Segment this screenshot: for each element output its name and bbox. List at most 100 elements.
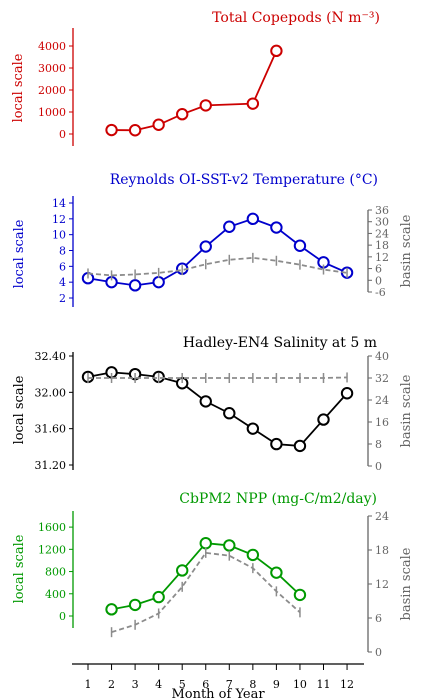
- panel-4-title: CbPM2 NPP (mg-C/m2/day): [179, 491, 377, 507]
- panel-2-local-point: [270, 221, 283, 234]
- panel-3-local-point: [270, 437, 283, 451]
- panel-3-left-tick-label: 31.60: [35, 423, 67, 436]
- panel-3-local-point: [317, 413, 330, 426]
- panel-1-left-tick-label: 3000: [38, 62, 66, 75]
- panel-2-left-tick-label: 2: [59, 292, 66, 305]
- panel-2-basin-line: [87, 256, 348, 277]
- panel-4-left-tick-label: 1200: [38, 543, 66, 556]
- panel-4-left-tick-label: 400: [45, 588, 66, 601]
- panel-2-right-tick-label: 6: [375, 263, 382, 276]
- panel-2-local-point: [223, 220, 236, 233]
- panel-4-right-tick-label: 24: [375, 510, 389, 523]
- panel-3-left-tick-label: 32.40: [35, 350, 67, 363]
- x-tick-label: 6: [202, 678, 209, 691]
- panel-4-right-tick-label: 18: [375, 544, 389, 557]
- panel-4-local-point: [128, 598, 142, 612]
- panel-3-local-line: [87, 371, 348, 447]
- panel-3-right-tick-label: 0: [375, 460, 382, 473]
- panel-1-local-point: [199, 99, 212, 112]
- panel-3-title: Hadley-EN4 Salinity at 5 m: [183, 335, 377, 351]
- panel-2-local-point: [152, 275, 165, 289]
- panel-4-local-point: [293, 588, 307, 602]
- x-tick-label: 9: [273, 678, 280, 691]
- panel-3-local-point: [199, 395, 212, 408]
- panel-4-left-axis-label: local scale: [12, 534, 27, 603]
- panel-3-local-point: [246, 422, 260, 435]
- panel-1-left-axis-label: local scale: [11, 53, 26, 122]
- panel-3-local-point: [223, 407, 236, 420]
- panel-1-local-point: [270, 44, 283, 58]
- panel-1-left-tick-label: 4000: [38, 40, 66, 53]
- panel-3-left-tick-label: 32.00: [35, 386, 67, 399]
- panel-2-left-axis-label: local scale: [12, 219, 27, 288]
- panel-1-local-point: [152, 118, 165, 131]
- panel-2-right-tick-label: -6: [375, 286, 386, 299]
- x-tick-label: 4: [155, 678, 162, 691]
- x-tick-label: 12: [340, 678, 354, 691]
- panel-4-left-tick-label: 800: [45, 566, 66, 579]
- panel-2-local-point: [293, 239, 307, 252]
- panel-4-basin-line: [111, 551, 301, 634]
- panel-4-local-point: [105, 603, 118, 616]
- panel-1-local-point: [105, 123, 118, 137]
- panel-3-right-axis-label: basin scale: [399, 374, 414, 447]
- panel-2-local-point: [199, 240, 212, 253]
- panel-3-basin-line: [88, 376, 348, 379]
- panel-1-title: Total Copepods (N m⁻³): [212, 10, 380, 26]
- panel-2-right-tick-label: 12: [375, 251, 389, 264]
- panel-3-left-axis-label: local scale: [12, 375, 27, 444]
- x-axis-label: Month of Year: [171, 687, 265, 700]
- x-tick-label: 5: [179, 678, 186, 691]
- panel-3-right-tick-label: 16: [375, 416, 389, 429]
- panel-2-left-tick-label: 4: [59, 276, 66, 289]
- panel-2-right-tick-label: 30: [375, 216, 389, 229]
- panel-2-left-tick-label: 12: [52, 213, 66, 226]
- panel-4-local-point: [199, 537, 212, 550]
- panel-3-left-tick-label: 31.20: [35, 459, 67, 472]
- panel-2-left-tick-label: 8: [59, 245, 66, 258]
- panel-3-local-point: [340, 387, 354, 400]
- x-tick-label: 3: [132, 678, 139, 691]
- panel-4-right-tick-label: 0: [375, 646, 382, 659]
- panel-4-local-point: [223, 539, 236, 552]
- panel-3-right-tick-label: 40: [375, 350, 389, 363]
- panel-1-left-tick-label: 0: [59, 128, 66, 141]
- panel-2-local-point: [128, 279, 142, 292]
- panel-2-right-tick-label: 24: [375, 227, 389, 240]
- panel-1-local-line: [111, 50, 278, 132]
- panel-4-local-point: [152, 590, 165, 604]
- x-tick-label: 10: [293, 678, 307, 691]
- panel-4-left-tick-label: 0: [59, 610, 66, 623]
- panel-1-local-point: [176, 108, 189, 121]
- panel-4-local-point: [246, 548, 260, 562]
- panel-4-right-tick-label: 12: [375, 578, 389, 591]
- x-tick-label: 2: [108, 678, 115, 691]
- panel-2-left-tick-label: 6: [59, 260, 66, 273]
- panel-3-right-tick-label: 32: [375, 372, 389, 385]
- panel-3-local-point: [293, 439, 307, 453]
- panel-2-local-point: [246, 212, 260, 226]
- panel-3-right-tick-label: 24: [375, 394, 389, 407]
- x-tick-label: 11: [317, 678, 331, 691]
- panel-2-right-tick-label: 36: [375, 204, 389, 217]
- panel-4-left-tick-label: 1600: [38, 521, 66, 534]
- x-tick-label: 8: [249, 678, 256, 691]
- panel-2-local-line: [87, 217, 348, 287]
- panel-1-left-tick-label: 2000: [38, 84, 66, 97]
- panel-1-local-point: [246, 97, 260, 110]
- panel-2-left-tick-label: 14: [52, 197, 66, 210]
- x-tick-label: 7: [226, 678, 233, 691]
- panel-2-right-tick-label: 18: [375, 239, 389, 252]
- panel-3-right-tick-label: 8: [375, 438, 382, 451]
- panel-2-right-axis-label: basin scale: [399, 214, 414, 287]
- panel-4-local-point: [176, 564, 189, 577]
- panel-4-local-point: [270, 566, 283, 579]
- panel-1-left-tick-label: 1000: [38, 106, 66, 119]
- panel-4-right-axis-label: basin scale: [399, 547, 414, 620]
- panel-1-local-point: [128, 124, 142, 137]
- x-tick-label: 1: [85, 678, 92, 691]
- panel-2-left-tick-label: 10: [52, 229, 66, 242]
- panel-4-right-tick-label: 6: [375, 612, 382, 625]
- panel-2-title: Reynolds OI-SST-v2 Temperature (°C): [110, 172, 378, 188]
